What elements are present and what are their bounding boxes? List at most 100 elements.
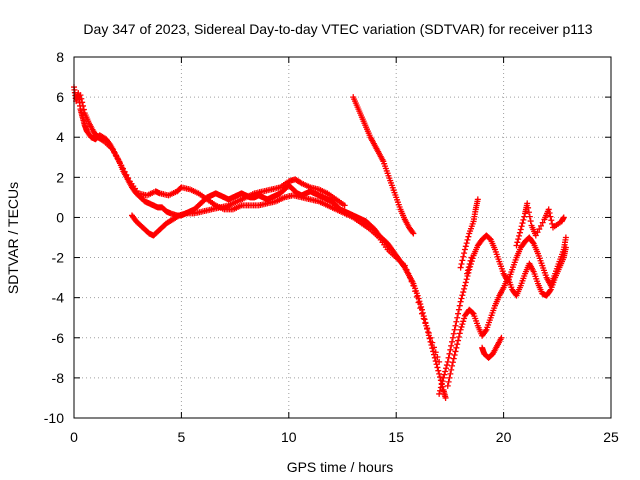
data-point-1-0-4 [80, 106, 87, 113]
data-point-8-3-3 [526, 213, 533, 220]
plot-frame [73, 56, 612, 419]
data-point-4-3-0 [449, 338, 456, 345]
y-tick-label-0: -10 [44, 410, 64, 426]
series-segment-main-lower-band [77, 92, 443, 365]
data-point-4-1-1 [441, 371, 448, 378]
data-point-5-3-2 [459, 321, 466, 328]
data-point-8-1-2 [519, 220, 526, 227]
data-point-1-7-4 [125, 175, 132, 182]
data-point-5-0-4 [448, 366, 455, 373]
data-marks [71, 84, 569, 401]
data-point-5-1-1 [449, 359, 456, 366]
data-point-6-1-3 [464, 236, 471, 243]
data-point-4-1-4 [443, 362, 450, 369]
data-point-8-0-0 [513, 242, 520, 249]
data-point-6-0-4 [461, 250, 468, 257]
data-point-4-0-0 [436, 390, 443, 397]
data-point-4-2-2 [446, 350, 453, 357]
data-point-1-44-2 [431, 344, 438, 351]
data-point-4-3-4 [452, 322, 459, 329]
data-point-8-5-0 [532, 232, 539, 239]
y-tick-label-6: 2 [56, 169, 64, 185]
data-point-4-6-0 [461, 282, 468, 289]
data-point-5-2-1 [454, 341, 461, 348]
data-point-4-4-1 [454, 314, 461, 321]
data-point-8-1-1 [518, 223, 525, 230]
data-point-8-0-1 [514, 239, 521, 246]
data-point-1-42-0 [410, 282, 417, 289]
data-point-5-3-3 [460, 318, 467, 325]
data-point-1-0-1 [78, 95, 85, 102]
x-tick-label-0: 0 [70, 429, 78, 445]
data-point-1-43-2 [422, 320, 429, 327]
data-point-5-28-0 [562, 244, 569, 251]
data-point-6-6-1 [467, 257, 474, 264]
y-axis-label: SDTVAR / TECUs [5, 182, 21, 294]
data-point-5-3-0 [457, 326, 464, 333]
data-point-8-5-1 [534, 229, 541, 236]
data-point-1-41-1 [403, 266, 410, 273]
x-axis-label: GPS time / hours [287, 459, 394, 475]
data-point-4-0-4 [439, 378, 446, 385]
data-point-4-6-2 [463, 276, 470, 283]
data-point-0-82-2 [416, 298, 423, 305]
series-segment-main [71, 84, 449, 401]
y-tick-label-4: -2 [52, 250, 65, 266]
data-point-8-1-0 [517, 226, 524, 233]
data-point-1-0-2 [79, 99, 86, 106]
data-point-4-0-2 [437, 384, 444, 391]
data-point-8-10-0 [560, 214, 567, 221]
series-segment-right-spikes [513, 200, 567, 249]
x-tick-label-1: 5 [178, 429, 186, 445]
x-tick-label-2: 10 [281, 429, 297, 445]
data-point-6-1-0 [461, 246, 468, 253]
x-tick-label-3: 15 [388, 429, 404, 445]
data-point-1-41-0 [401, 262, 408, 269]
y-tick-label-2: -6 [52, 330, 65, 346]
data-point-1-42-2 [413, 293, 420, 300]
grid-lines [74, 57, 611, 418]
data-point-5-5-4 [469, 309, 476, 316]
data-point-8-3-1 [525, 204, 532, 211]
data-point-6-1-2 [463, 240, 470, 247]
data-point-1-43-4 [425, 329, 432, 336]
data-point-0-84-2 [424, 329, 431, 336]
data-point-4-5-2 [459, 292, 466, 299]
y-tick-label-1: -8 [52, 370, 65, 386]
data-point-6-7-0 [464, 270, 471, 277]
data-point-0-86-4 [435, 367, 442, 374]
data-point-8-0-3 [516, 232, 523, 239]
data-point-6-6-3 [465, 264, 472, 271]
data-point-4-5-3 [460, 289, 467, 296]
data-point-5-0-0 [444, 382, 451, 389]
data-point-1-41-4 [408, 278, 415, 285]
data-point-1-4-4 [99, 137, 106, 144]
data-point-4-5-1 [458, 295, 465, 302]
data-point-1-7-1 [119, 165, 126, 172]
data-point-1-42-1 [412, 288, 419, 295]
data-point-5-0-3 [447, 370, 454, 377]
data-point-5-0-2 [446, 374, 453, 381]
data-point-8-3-0 [524, 200, 531, 207]
data-point-6-0-0 [457, 264, 464, 271]
series-segment-descending-line [350, 94, 417, 237]
data-point-4-0-3 [438, 381, 445, 388]
data-point-4-30-0 [562, 234, 569, 241]
data-point-8-5-2 [536, 226, 543, 233]
y-tick-label-7: 4 [56, 129, 64, 145]
data-point-8-0-2 [515, 236, 522, 243]
data-point-0-82-0 [414, 292, 421, 299]
data-point-0-82-4 [418, 303, 425, 310]
data-point-7-5-0 [498, 334, 505, 341]
data-point-6-0-2 [459, 257, 466, 264]
data-point-5-23-4 [546, 287, 553, 294]
data-point-4-4-2 [455, 310, 462, 317]
data-point-1-6-2 [113, 152, 120, 159]
data-point-4-3-1 [449, 334, 456, 341]
series-segment-recovery-lower [444, 244, 569, 389]
data-point-0-89-0 [442, 394, 449, 401]
data-point-1-44-1 [429, 339, 436, 346]
data-point-1-7-3 [123, 171, 130, 178]
data-point-0-86-1 [432, 358, 439, 365]
data-point-5-8-4 [482, 327, 489, 334]
